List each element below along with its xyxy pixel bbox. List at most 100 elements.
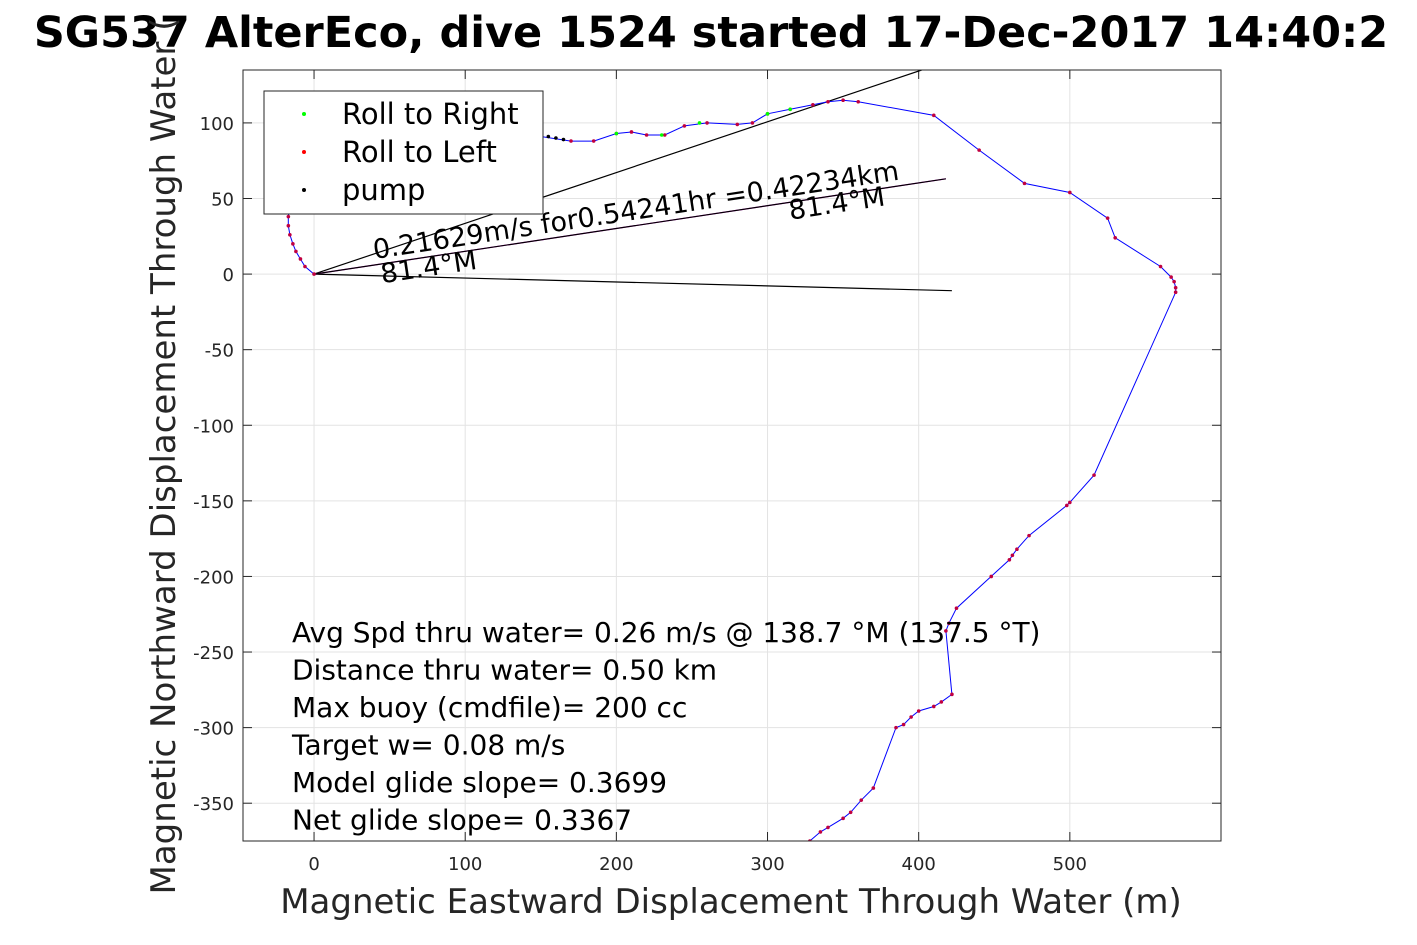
track-point (1173, 290, 1178, 295)
track-point (811, 102, 815, 107)
track-point (944, 629, 948, 633)
stat-line: Net glide slope= 0.3367 (292, 804, 632, 837)
track-point (939, 700, 944, 704)
upper-bound-line (313, 70, 922, 275)
track-point (1010, 553, 1015, 558)
roll-right-point (697, 121, 702, 125)
y-tick-label: -200 (193, 567, 234, 588)
legend-box (263, 90, 544, 215)
legend-marker (302, 188, 306, 192)
y-tick-label: 100 (200, 114, 234, 135)
pump-point (546, 134, 551, 139)
track-point (750, 121, 755, 125)
track-point (818, 830, 823, 834)
lower-bound-line (313, 273, 952, 292)
track-point (629, 130, 634, 134)
track-point (1173, 285, 1178, 290)
track-point (644, 133, 649, 137)
track-point (294, 249, 298, 254)
track-point (291, 242, 295, 246)
track-point (1105, 216, 1110, 220)
track-point (859, 798, 864, 802)
track-point (286, 214, 291, 219)
y-tick-label: 0 (223, 265, 234, 286)
track-point (303, 264, 307, 269)
track-point (312, 272, 316, 276)
track-point (841, 98, 845, 103)
track-point (1113, 236, 1117, 240)
track-point (954, 606, 959, 610)
y-tick-label: -350 (193, 794, 234, 815)
track-point (848, 810, 853, 815)
track-point (856, 99, 861, 104)
track-point (901, 722, 906, 727)
track-point (705, 121, 709, 125)
pump-point (561, 137, 566, 142)
track-point (871, 786, 876, 790)
track-point (894, 725, 898, 730)
stat-line: Avg Spd thru water= 0.26 m/s @ 138.7 °M … (292, 616, 1040, 649)
pump-point (554, 136, 558, 140)
stat-line: Model glide slope= 0.3699 (292, 766, 667, 799)
x-tick-label: 200 (599, 854, 633, 875)
roll-right-point (614, 131, 619, 136)
track-point (931, 113, 936, 118)
track-point (1065, 503, 1069, 508)
track-point (826, 825, 830, 830)
track-point (1007, 558, 1012, 562)
y-axis-label: Magnetic Northward Displacement Through … (144, 18, 184, 895)
track-point (662, 133, 667, 137)
x-tick-label: 500 (1053, 854, 1087, 875)
heading-overlay-line (313, 178, 946, 275)
legend-label: Roll to Right (342, 97, 519, 131)
legend-marker (302, 150, 306, 154)
track-point (947, 621, 951, 626)
y-tick-label: -300 (193, 719, 234, 740)
stat-line: Max buoy (cmdfile)= 200 cc (292, 691, 687, 724)
track-point (989, 574, 994, 579)
track-point (1092, 473, 1096, 477)
roll-right-point (659, 133, 664, 137)
track-point (1022, 181, 1027, 186)
track-point (1068, 500, 1072, 505)
y-tick-label: -100 (193, 416, 234, 437)
x-tick-label: 0 (308, 854, 319, 875)
track-point (977, 148, 981, 152)
track-point (1169, 275, 1173, 279)
roll-right-point (788, 107, 792, 112)
y-tick-label: -50 (205, 341, 234, 362)
track-point (826, 99, 830, 104)
axis-ticks: 0 100 200 300 400 500100500-50-100-150-200-25… (193, 70, 1221, 875)
track-point (1027, 533, 1031, 538)
y-tick-label: -250 (193, 643, 234, 664)
x-tick-label: 300 (750, 854, 784, 875)
x-tick-label: 400 (902, 854, 936, 875)
track-point (286, 223, 291, 228)
track-point (1172, 279, 1176, 284)
legend: Roll to Right Roll to Left pump (263, 90, 544, 215)
chart-title: SG537 AlterEco, dive 1524 started 17-Dec… (34, 8, 1388, 58)
x-axis-label: Magnetic Eastward Displacement Through W… (280, 882, 1182, 922)
track-point (841, 816, 845, 821)
track-point (916, 709, 921, 713)
legend-label: pump (342, 173, 425, 207)
plot-frame (242, 69, 1222, 842)
track-point (1015, 547, 1019, 552)
track-point (682, 124, 687, 128)
stat-line: Distance thru water= 0.50 km (292, 654, 717, 687)
stats-block: Avg Spd thru water= 0.26 m/s @ 138.7 °M … (291, 616, 1040, 837)
track-point (1068, 190, 1072, 195)
roll-right-point (765, 112, 770, 116)
track-point (1158, 264, 1163, 269)
x-tick-label: 100 (448, 854, 482, 875)
track-point (909, 715, 913, 719)
track-point (298, 257, 303, 261)
legend-label: Roll to Left (342, 135, 497, 169)
track-point (591, 139, 596, 143)
stat-line: Target w= 0.08 m/s (291, 729, 565, 762)
track-point (931, 704, 936, 709)
legend-marker (302, 112, 306, 116)
track-point (735, 122, 740, 127)
grid (243, 70, 1221, 841)
